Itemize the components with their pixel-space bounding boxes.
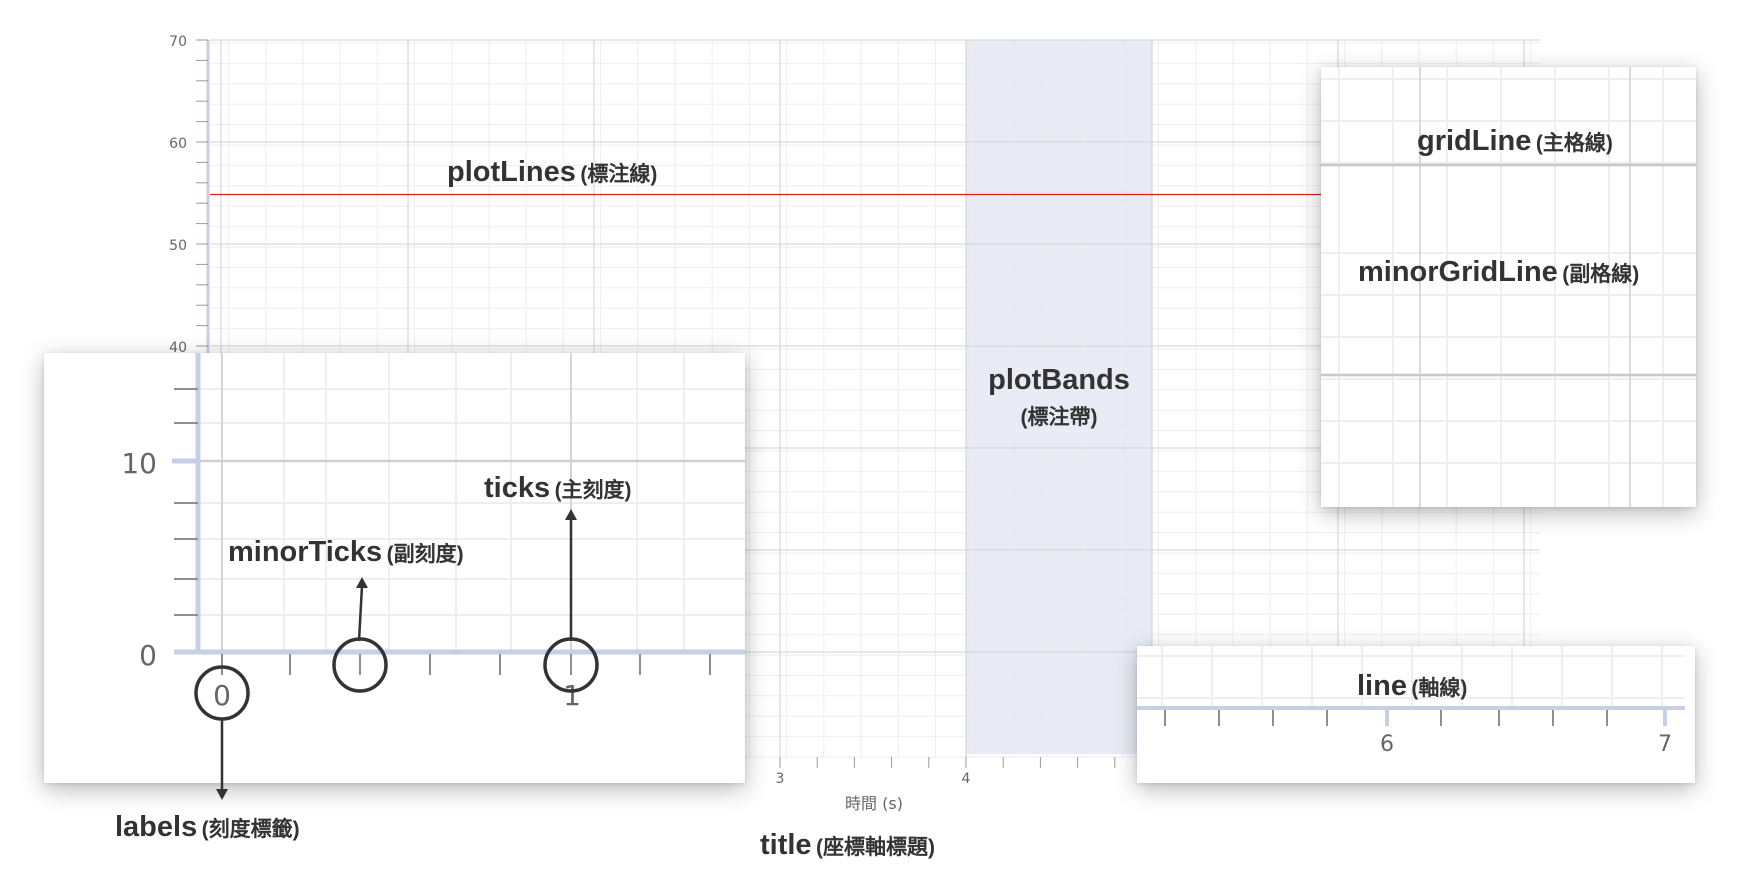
x-tick-label: 6 (1380, 732, 1394, 757)
annotation-ticks: ticks (主刻度) (484, 472, 632, 504)
major-grid (1321, 67, 1696, 507)
axis-line-zoom-panel: 6 7 line (軸線) (1137, 646, 1695, 783)
annotation-minorticks: minorTicks (副刻度) (228, 536, 464, 568)
x-tick-label: 0 (213, 679, 231, 712)
y-tick-label: 60 (169, 136, 187, 152)
annotation-plotlines: plotLines (標注線) (447, 156, 658, 188)
annotation-line: line (軸線) (1357, 670, 1468, 702)
annotation-minorgridline: minorGridLine (副格線) (1358, 256, 1640, 288)
axis-line-zoom-chart: 6 7 (1137, 646, 1685, 757)
x-axis-ticks (779, 757, 1116, 768)
major-grid (198, 353, 745, 650)
annotation-gridline: gridLine (主格線) (1417, 125, 1613, 157)
y-tick-label: 40 (169, 340, 187, 356)
y-axis-ticks (172, 388, 198, 616)
ticks-zoom-panel: 10 0 0 1 ticks (主刻度) minorTicks (副刻度) (44, 353, 745, 783)
x-tick-label: 7 (1658, 732, 1672, 757)
x-axis-title: 時間 (s) (845, 794, 903, 813)
x-axis-ticks (221, 654, 711, 675)
x-tick-label: 4 (962, 771, 971, 787)
annotation-plotbands: plotBands (標注帶) (988, 364, 1130, 429)
annotation-labels: labels (刻度標籤) (115, 811, 300, 843)
minor-grid (1321, 67, 1696, 507)
x-tick-label: 1 (563, 679, 581, 712)
minor-grid (198, 353, 745, 650)
minor-grid (1137, 646, 1685, 708)
y-tick-label: 10 (121, 447, 157, 480)
annotation-title: title (座標軸標題) (760, 829, 936, 861)
gridline-zoom-panel: gridLine (主格線) minorGridLine (副格線) (1321, 67, 1696, 507)
ticks-zoom-chart: 10 0 0 1 (121, 353, 745, 721)
minor-ticks-arrow (357, 585, 364, 642)
y-tick-label: 50 (169, 238, 187, 254)
y-tick-label: 0 (139, 639, 157, 672)
minor-ticks-arrowhead (356, 577, 368, 588)
ticks-arrowhead (565, 509, 577, 520)
x-axis-ticks (1164, 708, 1667, 726)
x-tick-label: 3 (776, 771, 785, 787)
y-tick-label: 70 (169, 34, 187, 50)
gridline-zoom-chart (1321, 67, 1696, 507)
